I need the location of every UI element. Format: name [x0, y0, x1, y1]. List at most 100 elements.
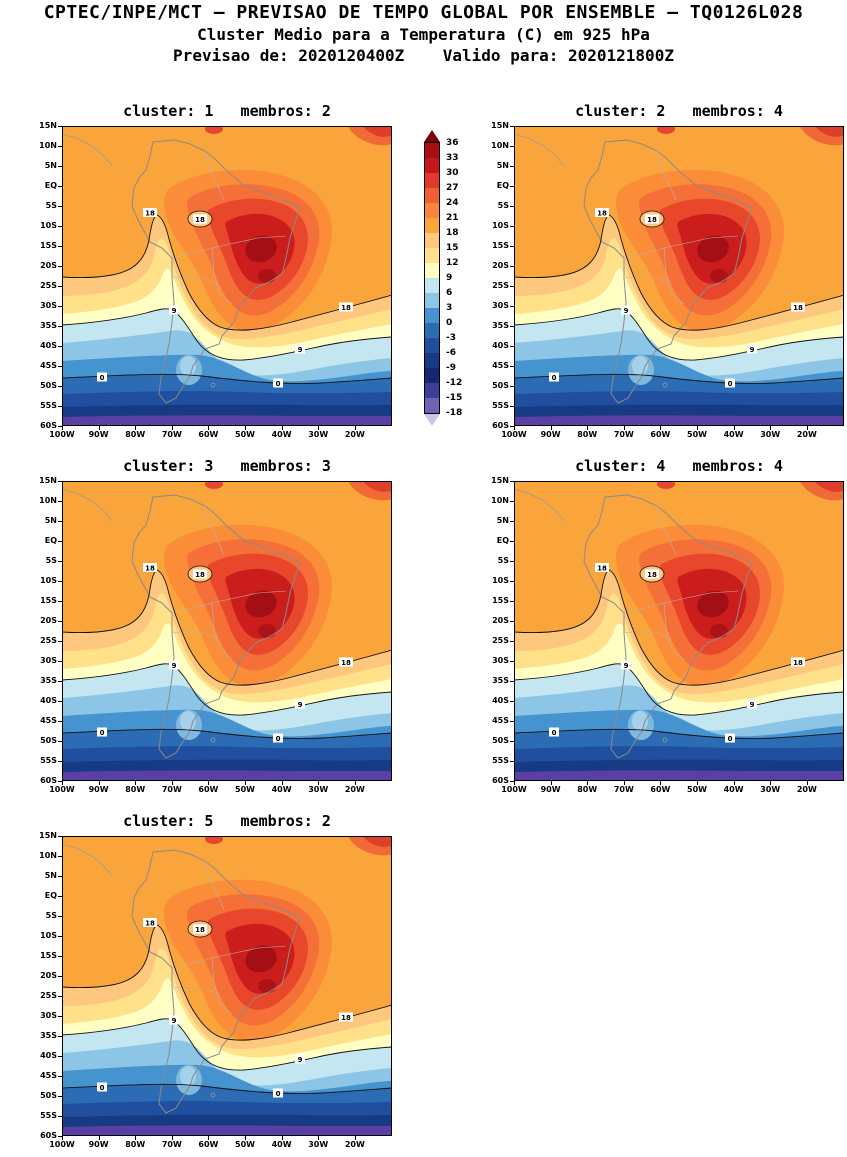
- lon-tick-label: 80W: [125, 1140, 146, 1149]
- lon-tick: [623, 426, 625, 430]
- lat-tick: [58, 996, 62, 997]
- lat-tick: [58, 561, 62, 562]
- lon-tick: [660, 781, 662, 785]
- lon-tick-label: 50W: [687, 785, 707, 794]
- lat-tick-label: 50S: [492, 381, 509, 390]
- lat-tick-label: 50S: [40, 1091, 57, 1100]
- lat-tick-label: 5N: [44, 161, 57, 170]
- lon-tick-label: 70W: [613, 430, 634, 439]
- lat-tick: [58, 976, 62, 977]
- lat-tick-label: 5S: [497, 556, 509, 565]
- lat-tick-label: 30S: [40, 656, 57, 665]
- lon-tick-label: 80W: [577, 430, 598, 439]
- lat-tick-label: 45S: [40, 1071, 57, 1080]
- lon-tick: [62, 781, 63, 785]
- lat-tick: [510, 481, 514, 482]
- lat-tick: [58, 1016, 62, 1017]
- temperature-map-cluster-3: [62, 481, 392, 781]
- lon-tick-label: 100W: [501, 785, 527, 794]
- lon-tick: [806, 426, 808, 430]
- lat-tick: [58, 206, 62, 207]
- lon-tick-label: 20W: [796, 430, 817, 439]
- lat-tick-label: 20S: [40, 616, 57, 625]
- colorbar-segment: [425, 173, 439, 188]
- lat-tick: [58, 1136, 62, 1137]
- lat-tick: [58, 1076, 62, 1077]
- lat-tick-label: 55S: [492, 401, 509, 410]
- lat-tick: [58, 146, 62, 147]
- colorbar-segment: [425, 203, 439, 218]
- lat-tick-label: 15S: [492, 596, 509, 605]
- lat-tick: [58, 761, 62, 762]
- lat-tick-label: 60S: [40, 776, 57, 785]
- colorbar-segment: [425, 218, 439, 233]
- lon-tick: [208, 426, 210, 430]
- colorbar-segment: [425, 233, 439, 248]
- lat-tick: [58, 661, 62, 662]
- lat-tick-label: 30S: [492, 301, 509, 310]
- lat-tick: [510, 286, 514, 287]
- colorbar-segment: [425, 398, 439, 413]
- lat-tick: [510, 741, 514, 742]
- colorbar-level-label: -12: [446, 378, 463, 388]
- lon-tick: [171, 781, 173, 785]
- lat-tick: [510, 406, 514, 407]
- lon-tick: [62, 426, 63, 430]
- colorbar-level-label: 0: [446, 318, 453, 328]
- lat-tick-label: 5S: [45, 201, 57, 210]
- colorbar-level-label: -9: [446, 363, 456, 373]
- lat-tick-label: 40S: [40, 1051, 57, 1060]
- lat-tick: [58, 406, 62, 407]
- lon-tick: [354, 426, 356, 430]
- colorbar-segment: [425, 188, 439, 203]
- lon-tick-label: 30W: [308, 785, 329, 794]
- lat-tick: [510, 701, 514, 702]
- colorbar-level-label: -18: [446, 408, 463, 418]
- lat-tick-label: 20S: [492, 261, 509, 270]
- lon-tick-label: 60W: [198, 785, 219, 794]
- lon-tick-label: 30W: [308, 1140, 329, 1149]
- lon-tick: [208, 781, 210, 785]
- lon-tick: [770, 781, 772, 785]
- lon-tick: [623, 781, 625, 785]
- lat-tick-label: 40S: [40, 341, 57, 350]
- lon-tick: [208, 1136, 210, 1140]
- lon-tick: [245, 426, 246, 430]
- lat-tick-label: 5N: [44, 871, 57, 880]
- lat-tick: [510, 681, 514, 682]
- lat-tick-label: 35S: [492, 321, 509, 330]
- lat-tick: [510, 146, 514, 147]
- lat-tick-label: 5S: [497, 201, 509, 210]
- lat-tick-label: EQ: [44, 891, 57, 900]
- lon-tick: [171, 426, 173, 430]
- lat-tick-label: EQ: [44, 181, 57, 190]
- lat-tick: [510, 541, 514, 542]
- lat-tick-label: EQ: [496, 181, 509, 190]
- lat-tick-label: 20S: [40, 971, 57, 980]
- lat-tick-label: 5S: [45, 556, 57, 565]
- lon-tick-label: 30W: [308, 430, 329, 439]
- lat-tick-label: 40S: [492, 341, 509, 350]
- lat-tick: [58, 936, 62, 937]
- lat-tick: [510, 126, 514, 127]
- lon-tick-label: 90W: [540, 785, 561, 794]
- lat-tick-label: 20S: [492, 616, 509, 625]
- colorbar-level-label: 3: [446, 303, 453, 313]
- forecast-dates: Previsao de: 2020120400Z Valido para: 20…: [173, 46, 674, 65]
- colorbar-segment: [425, 308, 439, 323]
- lon-tick-label: 30W: [760, 785, 781, 794]
- lon-tick: [660, 426, 662, 430]
- lon-tick-label: 20W: [344, 430, 365, 439]
- colorbar-segment: [425, 143, 439, 158]
- lon-tick: [281, 1136, 283, 1140]
- lat-tick: [510, 306, 514, 307]
- colorbar-arrow-down: [424, 414, 440, 426]
- lat-tick: [58, 226, 62, 227]
- lat-tick: [510, 186, 514, 187]
- colorbar-arrow-up: [424, 130, 440, 142]
- lon-tick-label: 30W: [760, 430, 781, 439]
- lon-tick: [514, 781, 515, 785]
- lon-tick: [98, 426, 100, 430]
- lon-tick: [171, 1136, 173, 1140]
- lat-tick: [510, 206, 514, 207]
